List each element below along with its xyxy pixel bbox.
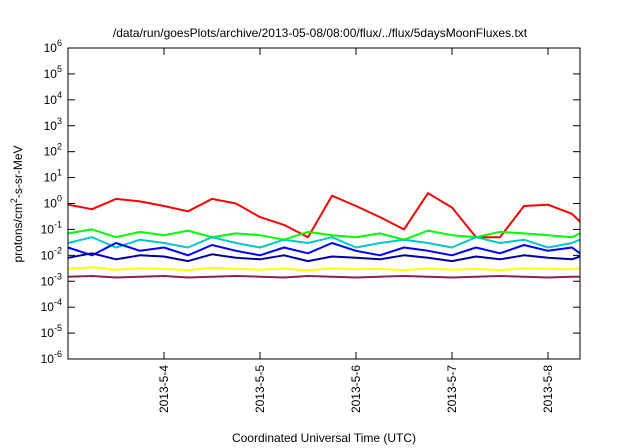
y-tick-base: 10 — [41, 274, 55, 288]
y-tick-base: 10 — [44, 145, 58, 159]
y-tick-exponent: -1 — [54, 219, 62, 229]
x-tick-label-0: 2013-5-4 — [157, 365, 171, 413]
y-tick-base: 10 — [44, 93, 58, 107]
x-tick-label-3: 2013-5-7 — [445, 365, 459, 413]
y-tick-label-10: 104 — [44, 90, 62, 107]
y-tick-label-12: 106 — [44, 38, 62, 55]
y-tick-label-0: 10-6 — [41, 349, 62, 366]
y-tick-base: 10 — [44, 197, 58, 211]
series-line-1 — [67, 228, 581, 241]
y-tick-exponent: -2 — [54, 245, 62, 255]
x-axis-label: Coordinated Universal Time (UTC) — [232, 431, 416, 445]
y-axis: 10-610-510-410-310-210-11001011021031041… — [41, 38, 580, 366]
y-tick-label-6: 100 — [44, 194, 62, 211]
series-line-4 — [67, 252, 581, 263]
y-tick-base: 10 — [41, 248, 55, 262]
y-tick-base: 10 — [44, 67, 58, 81]
y-tick-label-7: 101 — [44, 168, 62, 185]
series-layer — [67, 192, 581, 279]
y-tick-label-8: 102 — [44, 142, 62, 159]
x-tick-label-2: 2013-5-6 — [349, 365, 363, 413]
chart-title: /data/run/goesPlots/archive/2013-05-08/0… — [113, 26, 528, 40]
y-tick-base: 10 — [41, 300, 55, 314]
y-tick-base: 10 — [41, 326, 55, 340]
y-axis-label-prefix: protons/cm — [11, 203, 25, 262]
y-tick-exponent: -3 — [54, 271, 62, 281]
y-axis-label-sup: 2 — [9, 198, 19, 203]
x-axis: 2013-5-4 2013-5-5 2013-5-6 2013-5-7 2013-5-8 — [157, 48, 555, 413]
y-tick-exponent: 4 — [57, 90, 62, 100]
plot-frame — [67, 47, 581, 360]
x-tick-label-1: 2013-5-5 — [253, 365, 267, 413]
y-tick-exponent: -5 — [54, 323, 62, 333]
y-tick-exponent: 5 — [57, 64, 62, 74]
y-tick-exponent: 6 — [57, 38, 62, 48]
y-tick-label-1: 10-5 — [41, 323, 62, 340]
series-line-6 — [67, 275, 580, 279]
y-tick-exponent: -4 — [54, 297, 62, 307]
y-axis-label: protons/cm2-s-sr-MeV — [9, 145, 25, 262]
y-tick-base: 10 — [41, 222, 55, 236]
series-line-2 — [67, 236, 581, 249]
y-tick-label-9: 103 — [44, 116, 62, 133]
y-tick-exponent: 1 — [57, 168, 62, 178]
series-line-3 — [67, 242, 581, 257]
y-tick-exponent: -6 — [54, 349, 62, 359]
y-tick-label-2: 10-4 — [41, 297, 62, 314]
y-tick-exponent: 0 — [57, 194, 62, 204]
y-axis-label-suffix: -s-sr-MeV — [11, 145, 25, 198]
y-tick-exponent: 3 — [57, 116, 62, 126]
y-tick-label-4: 10-2 — [41, 245, 62, 262]
y-tick-base: 10 — [44, 41, 58, 55]
y-tick-exponent: 2 — [57, 142, 62, 152]
y-tick-base: 10 — [44, 119, 58, 133]
y-tick-base: 10 — [44, 171, 58, 185]
series-line-5 — [67, 266, 581, 272]
y-tick-label-5: 10-1 — [41, 219, 62, 236]
series-line-0 — [67, 192, 581, 239]
x-tick-label-4: 2013-5-8 — [541, 365, 555, 413]
y-tick-label-3: 10-3 — [41, 271, 62, 288]
y-tick-base: 10 — [41, 352, 55, 366]
y-tick-label-11: 105 — [44, 64, 62, 81]
